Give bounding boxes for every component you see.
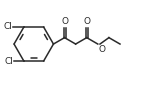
Text: Cl: Cl <box>4 22 13 31</box>
Text: O: O <box>83 17 90 26</box>
Text: Cl: Cl <box>5 57 14 66</box>
Text: O: O <box>61 17 68 26</box>
Text: O: O <box>98 45 105 54</box>
